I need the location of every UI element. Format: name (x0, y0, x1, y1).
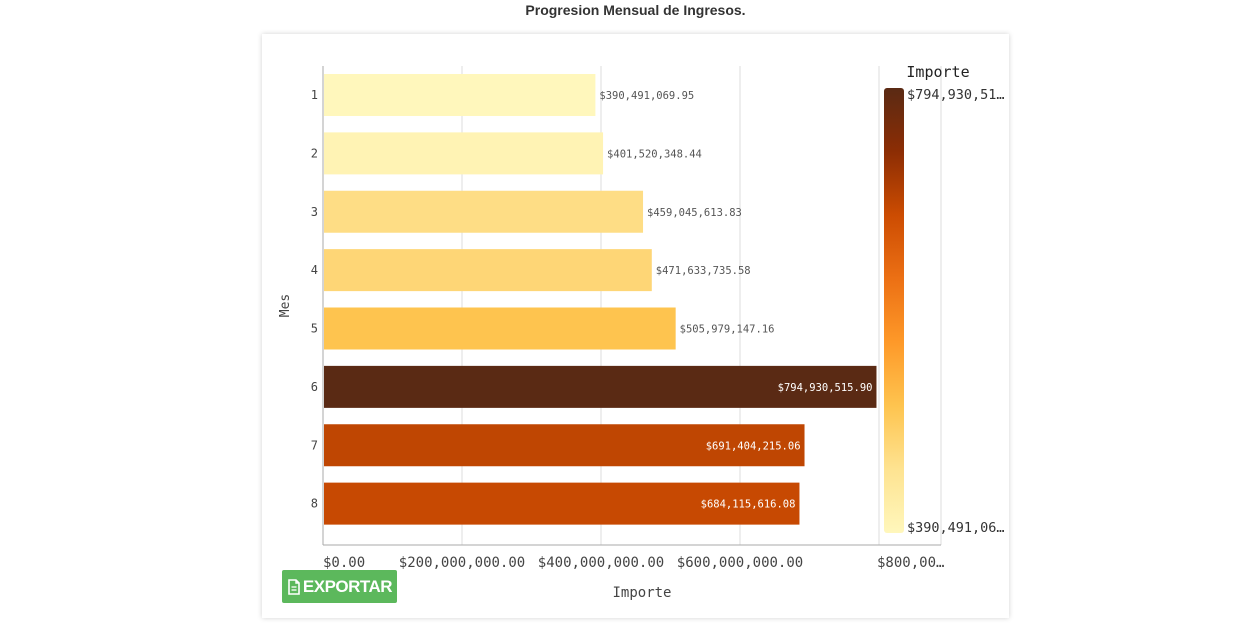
y-axis-title: Mes (278, 294, 293, 317)
color-legend: Importe $794,930,51… $390,491,06… (884, 63, 1005, 536)
axes: 1 2 3 4 5 6 7 8 $0.00 $200,000,000.00 $400,000,000… (278, 66, 944, 601)
category-label-5: 5 (311, 322, 318, 336)
value-label-5: $505,979,147.16 (680, 324, 775, 336)
category-label-7: 7 (311, 438, 318, 452)
value-label-8: $684,115,616.08 (701, 499, 796, 511)
bar-chart: $390,491,069.95 $401,520,348.44 $459,045,6… (278, 63, 1005, 601)
category-label-8: 8 (311, 497, 318, 511)
export-button[interactable]: EXPORTAR (282, 570, 397, 603)
bar-2 (324, 132, 604, 175)
value-label-3: $459,045,613.83 (647, 207, 742, 219)
x-tick-label-0: $0.00 (323, 555, 365, 571)
bar-6 (324, 365, 877, 408)
x-tick-label-2: $400,000,000.00 (538, 555, 664, 571)
bar-1 (324, 74, 596, 116)
x-axis-title: Importe (612, 585, 671, 601)
value-label-1: $390,491,069.95 (599, 90, 694, 102)
category-label-2: 2 (311, 146, 318, 160)
bar-7 (324, 424, 805, 467)
bars (324, 74, 877, 525)
category-label-3: 3 (311, 205, 318, 219)
value-label-7: $691,404,215.06 (706, 440, 801, 452)
category-label-4: 4 (311, 263, 318, 277)
chart-card: $390,491,069.95 $401,520,348.44 $459,045,6… (262, 34, 1009, 618)
x-tick-label-1: $200,000,000.00 (399, 555, 525, 571)
export-button-label: EXPORTAR (302, 576, 393, 596)
value-label-2: $401,520,348.44 (607, 148, 702, 160)
x-tick-label-4: $800,00… (877, 555, 944, 571)
category-label-1: 1 (311, 88, 318, 102)
page-title: Progresion Mensual de Ingresos. (525, 2, 746, 18)
legend-max-label: $794,930,51… (907, 87, 1005, 103)
value-label-4: $471,633,735.58 (656, 265, 751, 277)
x-tick-label-3: $600,000,000.00 (677, 555, 803, 571)
value-labels: $390,491,069.95 $401,520,348.44 $459,045,6… (599, 90, 872, 511)
bar-5 (324, 307, 676, 350)
value-label-6: $794,930,515.90 (778, 382, 873, 394)
legend-color-bar (884, 88, 904, 533)
bar-4 (324, 249, 652, 292)
bar-8 (324, 482, 800, 525)
category-label-6: 6 (311, 380, 318, 394)
legend-title: Importe (906, 63, 969, 81)
bar-3 (324, 190, 644, 233)
legend-min-label: $390,491,06… (907, 520, 1005, 536)
file-icon (287, 578, 301, 595)
